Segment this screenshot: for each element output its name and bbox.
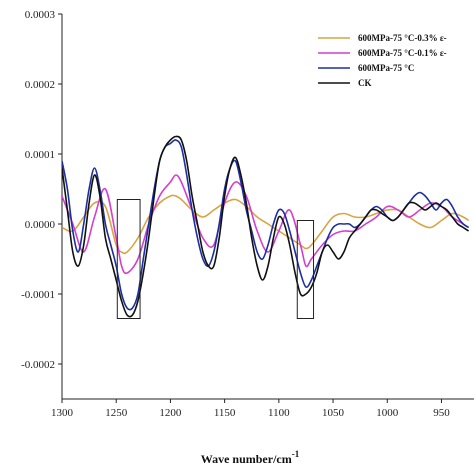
legend-label: 600MPa-75 °C-0.1% ε- [358, 48, 447, 58]
legend-label: 600MPa-75 °C-0.3% ε- [358, 33, 447, 43]
highlight-boxes [116, 199, 315, 319]
y-tick-label: 0.0002 [25, 79, 55, 91]
x-tick-label: 1150 [214, 407, 236, 419]
highlight-box-1 [296, 220, 315, 319]
x-tick-label: 1300 [51, 407, 74, 419]
x-axis-label-superscript: -1 [292, 449, 300, 459]
x-tick-label: 1000 [376, 407, 399, 419]
y-tick-label: 0.0000 [25, 219, 56, 231]
legend: 600MPa-75 °C-0.3% ε- 600MPa-75 °C-0.1% ε-… [318, 33, 447, 88]
series-line-2 [62, 139, 470, 311]
highlight-box-0 [116, 199, 141, 319]
axes: -0.0002 -0.0001 0.0000 0.0001 0.0002 0.0003 13… [21, 9, 474, 419]
y-tick-label: 0.0001 [25, 149, 55, 161]
series-group [62, 135, 470, 318]
series-line-3 [62, 135, 470, 318]
y-tick-label: 0.0003 [25, 9, 56, 21]
series-line-1 [62, 174, 470, 275]
x-tick-label: 1250 [105, 407, 128, 419]
x-tick-label: 1200 [159, 407, 182, 419]
legend-label: CK [358, 78, 372, 88]
legend-label: 600MPa-75 °C [358, 63, 414, 73]
x-tick-label: 1050 [322, 407, 345, 419]
y-tick-label: -0.0002 [21, 359, 55, 371]
x-axis-label: Wave number/cm-1 [201, 449, 300, 466]
x-tick-label: 1100 [268, 407, 290, 419]
x-axis-label-text: Wave number/cm [201, 452, 292, 466]
y-tick-label: -0.0001 [21, 289, 55, 301]
x-tick-label: 950 [433, 407, 450, 419]
